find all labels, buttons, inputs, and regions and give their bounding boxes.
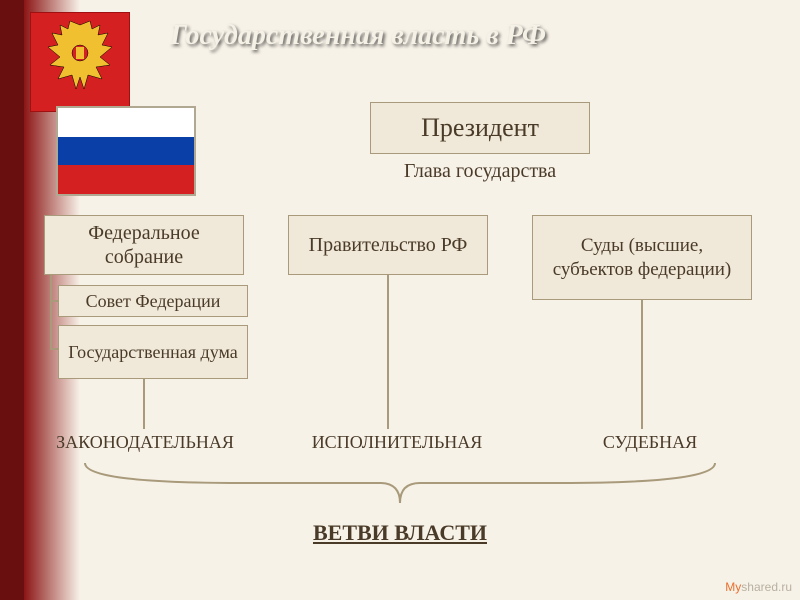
flag-russia (56, 106, 196, 196)
subitem-state-duma-label: Государственная дума (68, 342, 238, 363)
subitem-federation-council: Совет Федерации (58, 285, 248, 317)
branch-judicial-name: Суды (высшие, субъектов федерации) (541, 234, 743, 282)
flag-stripe-blue (58, 137, 194, 166)
flag-stripe-white (58, 108, 194, 137)
branch-judicial-box: Суды (высшие, субъектов федерации) (532, 215, 752, 300)
emblem-coat-of-arms (30, 12, 130, 112)
subitem-rail (50, 275, 52, 350)
branch-executive-name: Правительство РФ (309, 233, 468, 257)
president-subtitle: Глава государства (370, 160, 590, 183)
branch-legislative-box: Федеральное собрание (44, 215, 244, 275)
watermark-prefix: My (725, 580, 741, 594)
branch-label-judicial: СУДЕБНАЯ (535, 432, 765, 453)
branch-executive-box: Правительство РФ (288, 215, 488, 275)
footer-label: ВЕТВИ ВЛАСТИ (0, 520, 800, 546)
president-box: Президент (370, 102, 590, 154)
connector-exec (387, 275, 389, 429)
president-label: Президент (421, 113, 539, 143)
brace-icon (80, 458, 720, 513)
slide-title: Государственная власть в РФ (170, 20, 546, 52)
watermark: Myshared.ru (725, 580, 792, 594)
left-accent-band (0, 0, 24, 600)
connector-leg (143, 379, 145, 429)
eagle-icon (40, 17, 120, 107)
branch-label-legislative: ЗАКОНОДАТЕЛЬНАЯ (30, 432, 260, 453)
branch-label-executive: ИСПОЛНИТЕЛЬНАЯ (282, 432, 512, 453)
flag-stripe-red (58, 165, 194, 194)
branch-legislative-name: Федеральное собрание (53, 221, 235, 269)
connector-jud (641, 300, 643, 429)
watermark-suffix: shared.ru (741, 580, 792, 594)
subitem-federation-council-label: Совет Федерации (86, 291, 221, 312)
subitem-state-duma: Государственная дума (58, 325, 248, 379)
